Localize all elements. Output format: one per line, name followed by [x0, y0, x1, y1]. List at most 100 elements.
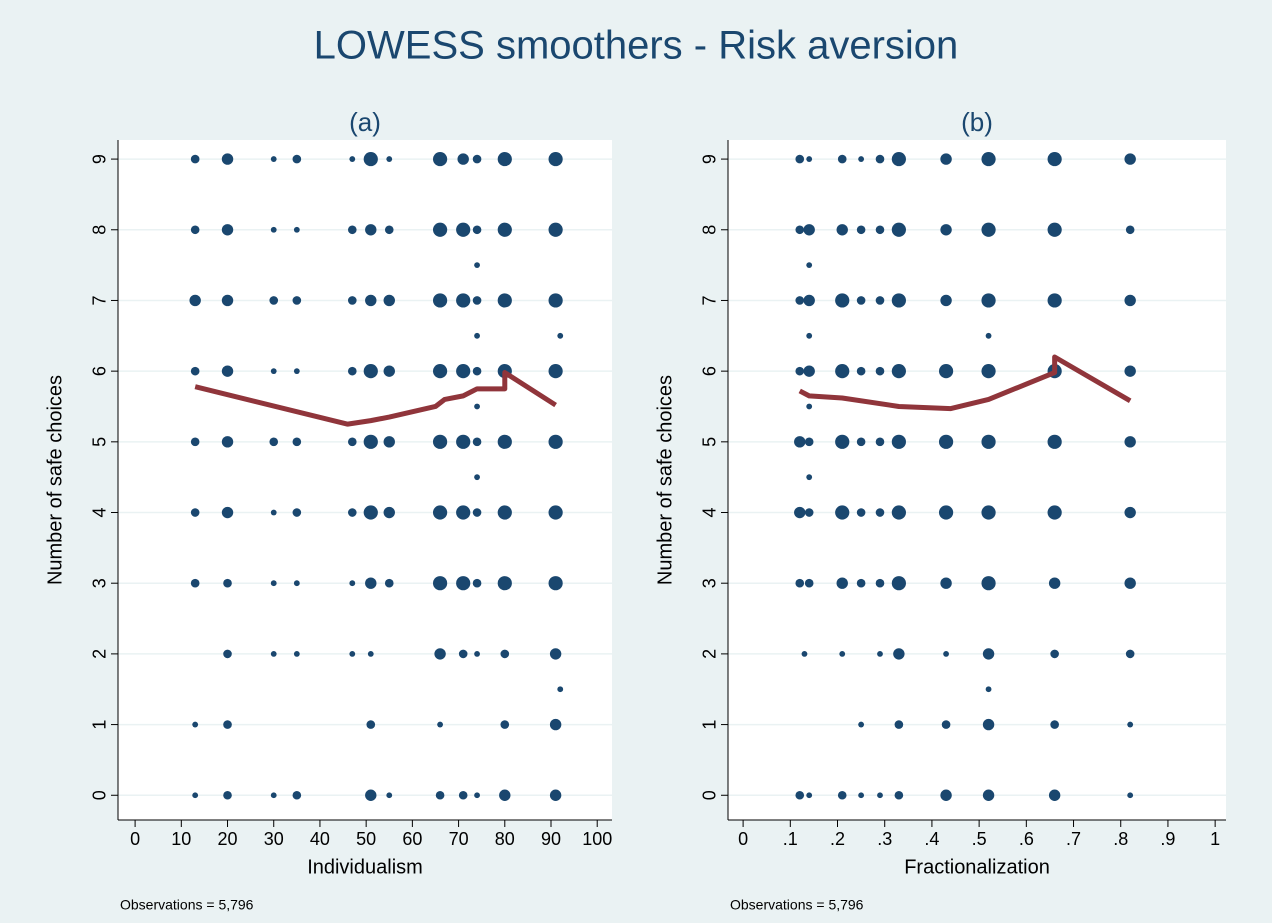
data-point	[435, 790, 445, 800]
data-point	[293, 368, 300, 375]
data-point	[500, 649, 510, 659]
plot-area	[728, 140, 1226, 820]
data-point	[270, 509, 277, 516]
data-point	[1124, 294, 1136, 307]
data-point	[795, 790, 805, 800]
data-point	[893, 648, 905, 660]
data-point	[549, 718, 562, 731]
panel-title: (a)	[349, 107, 381, 137]
data-point	[347, 366, 357, 376]
data-point	[835, 434, 850, 449]
data-point	[347, 296, 357, 305]
data-point	[875, 578, 885, 588]
data-point	[856, 366, 866, 376]
x-tick-label: .4	[924, 829, 939, 849]
data-point	[223, 790, 232, 800]
data-point	[221, 224, 234, 236]
data-point	[456, 293, 471, 308]
data-point	[875, 296, 885, 305]
data-point	[432, 222, 448, 237]
data-point	[189, 294, 201, 307]
data-point	[497, 576, 512, 591]
data-point	[803, 365, 815, 377]
y-tick-label: 0	[90, 790, 110, 800]
data-point	[363, 434, 378, 449]
data-point	[223, 720, 232, 729]
data-point	[982, 648, 995, 660]
data-point	[472, 578, 482, 588]
y-tick-label: 6	[90, 366, 110, 376]
data-point	[221, 436, 234, 448]
data-point	[293, 226, 300, 233]
data-point	[270, 368, 277, 375]
data-point	[891, 151, 906, 167]
data-point	[985, 686, 992, 693]
plot-area	[118, 140, 612, 820]
data-point	[804, 578, 814, 588]
y-axis-label: Number of safe choices	[654, 375, 676, 585]
x-tick-label: 50	[356, 829, 376, 849]
data-point	[557, 686, 564, 693]
data-point	[1047, 505, 1062, 520]
x-tick-label: .3	[877, 829, 892, 849]
data-point	[804, 437, 814, 447]
data-point	[938, 364, 954, 379]
data-point	[943, 650, 949, 657]
data-point	[548, 505, 563, 520]
y-tick-label: 6	[700, 366, 720, 376]
data-point	[270, 226, 277, 233]
data-point	[1125, 225, 1135, 235]
data-point	[456, 576, 471, 591]
x-tick-label: 60	[402, 829, 422, 849]
data-point	[837, 790, 847, 800]
data-point	[877, 792, 883, 799]
data-point	[456, 222, 471, 237]
data-point	[981, 293, 996, 308]
data-point	[292, 508, 302, 517]
data-point	[497, 293, 512, 308]
x-tick-label: 1	[1210, 829, 1220, 849]
data-point	[875, 366, 885, 376]
data-point	[1050, 720, 1059, 729]
panel-title: (b)	[961, 107, 993, 137]
data-point	[293, 580, 300, 587]
data-point	[941, 720, 951, 729]
x-tick-label: .5	[972, 829, 987, 849]
y-tick-label: 2	[90, 649, 110, 659]
data-point	[270, 650, 277, 657]
data-point	[856, 578, 866, 588]
data-point	[981, 505, 996, 520]
data-point	[858, 721, 865, 728]
data-point	[349, 580, 356, 587]
data-point	[497, 151, 512, 167]
data-point	[1127, 721, 1134, 728]
data-point	[292, 437, 302, 447]
y-tick-label: 7	[700, 295, 720, 305]
data-point	[1124, 153, 1136, 165]
data-point	[856, 508, 866, 517]
data-point	[835, 505, 850, 520]
data-point	[1125, 649, 1135, 659]
data-point	[270, 156, 277, 162]
data-point	[806, 262, 813, 269]
data-point	[472, 154, 482, 164]
lowess-line	[194, 370, 557, 427]
note: Observations = 5,796	[120, 897, 254, 913]
data-point	[982, 789, 995, 801]
data-point	[497, 434, 512, 449]
data-point	[875, 508, 885, 517]
data-point	[1124, 506, 1136, 519]
data-point	[270, 792, 277, 799]
x-tick-label: 0	[738, 829, 748, 849]
data-point	[432, 505, 448, 520]
data-point	[795, 366, 805, 376]
data-point	[472, 225, 482, 235]
x-tick-label: 70	[449, 829, 469, 849]
data-point	[497, 505, 512, 520]
y-tick-label: 9	[700, 154, 720, 164]
data-point	[981, 222, 996, 237]
data-point	[366, 720, 376, 729]
data-point	[474, 332, 480, 339]
data-point	[803, 224, 815, 236]
data-point	[363, 364, 378, 379]
